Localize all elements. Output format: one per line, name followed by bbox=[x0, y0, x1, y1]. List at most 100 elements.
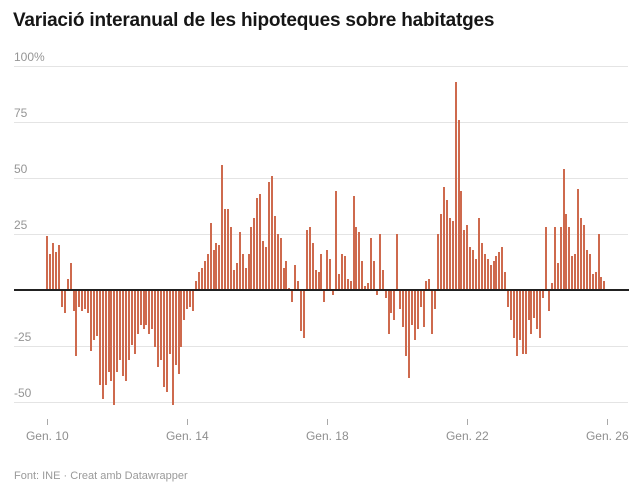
bar[interactable] bbox=[378, 234, 381, 290]
bar[interactable] bbox=[472, 249, 475, 290]
bar[interactable] bbox=[317, 272, 320, 290]
bar[interactable] bbox=[81, 291, 84, 312]
bar[interactable] bbox=[270, 175, 273, 290]
bar[interactable] bbox=[101, 291, 104, 399]
bar[interactable] bbox=[585, 249, 588, 290]
bar[interactable] bbox=[407, 291, 410, 379]
bar[interactable] bbox=[498, 251, 501, 290]
bar[interactable] bbox=[189, 291, 192, 307]
bar[interactable] bbox=[329, 258, 332, 290]
bar[interactable] bbox=[87, 291, 90, 314]
bar[interactable] bbox=[568, 227, 571, 290]
bar[interactable] bbox=[381, 269, 384, 290]
bar[interactable] bbox=[162, 291, 165, 388]
bar[interactable] bbox=[49, 254, 52, 290]
bar[interactable] bbox=[203, 260, 206, 290]
bar[interactable] bbox=[116, 291, 119, 372]
bar[interactable] bbox=[60, 291, 63, 307]
bar[interactable] bbox=[372, 260, 375, 290]
bar[interactable] bbox=[501, 247, 504, 290]
bar[interactable] bbox=[142, 291, 145, 330]
bar[interactable] bbox=[483, 254, 486, 290]
bar[interactable] bbox=[340, 254, 343, 290]
bar[interactable] bbox=[300, 291, 303, 332]
bar[interactable] bbox=[66, 278, 69, 290]
bar[interactable] bbox=[262, 240, 265, 290]
bar[interactable] bbox=[574, 254, 577, 290]
bar[interactable] bbox=[95, 291, 98, 336]
bar[interactable] bbox=[136, 291, 139, 334]
bar[interactable] bbox=[553, 227, 556, 290]
bar[interactable] bbox=[477, 218, 480, 290]
bar[interactable] bbox=[267, 182, 270, 290]
bar[interactable] bbox=[416, 291, 419, 330]
bar[interactable] bbox=[361, 260, 364, 290]
bar[interactable] bbox=[320, 254, 323, 290]
bar[interactable] bbox=[349, 281, 352, 290]
bar[interactable] bbox=[384, 291, 387, 298]
bar[interactable] bbox=[536, 291, 539, 330]
bar[interactable] bbox=[326, 249, 329, 290]
bar[interactable] bbox=[521, 291, 524, 354]
bar[interactable] bbox=[375, 291, 378, 296]
bar[interactable] bbox=[580, 218, 583, 290]
bar[interactable] bbox=[90, 291, 93, 352]
bar[interactable] bbox=[224, 209, 227, 290]
bar[interactable] bbox=[434, 291, 437, 309]
bar[interactable] bbox=[308, 227, 311, 290]
bar[interactable] bbox=[78, 291, 81, 307]
bar[interactable] bbox=[139, 291, 142, 325]
bar[interactable] bbox=[221, 164, 224, 290]
bar[interactable] bbox=[451, 220, 454, 290]
bar[interactable] bbox=[122, 291, 125, 377]
bar[interactable] bbox=[209, 222, 212, 290]
bar[interactable] bbox=[442, 186, 445, 290]
bar[interactable] bbox=[565, 213, 568, 290]
bar[interactable] bbox=[104, 291, 107, 386]
bar[interactable] bbox=[297, 281, 300, 290]
bar[interactable] bbox=[515, 291, 518, 356]
bar[interactable] bbox=[393, 291, 396, 321]
bar[interactable] bbox=[291, 291, 294, 303]
bar[interactable] bbox=[405, 291, 408, 356]
bar[interactable] bbox=[547, 291, 550, 312]
bar[interactable] bbox=[545, 227, 548, 290]
bar[interactable] bbox=[603, 281, 606, 290]
bar[interactable] bbox=[457, 119, 460, 290]
bar[interactable] bbox=[337, 274, 340, 290]
bar[interactable] bbox=[157, 291, 160, 368]
bar[interactable] bbox=[440, 213, 443, 290]
bar[interactable] bbox=[463, 229, 466, 290]
bar[interactable] bbox=[63, 291, 66, 314]
bar[interactable] bbox=[52, 242, 55, 290]
bar[interactable] bbox=[475, 258, 478, 290]
bar[interactable] bbox=[454, 81, 457, 290]
bar[interactable] bbox=[364, 285, 367, 290]
bar[interactable] bbox=[542, 291, 545, 298]
bar[interactable] bbox=[253, 218, 256, 290]
bar[interactable] bbox=[524, 291, 527, 354]
bar[interactable] bbox=[314, 269, 317, 290]
bar[interactable] bbox=[46, 236, 49, 290]
bar[interactable] bbox=[151, 291, 154, 330]
bar[interactable] bbox=[168, 291, 171, 354]
bar[interactable] bbox=[507, 291, 510, 307]
bar[interactable] bbox=[346, 278, 349, 290]
bar[interactable] bbox=[171, 291, 174, 406]
bar[interactable] bbox=[437, 234, 440, 290]
bar[interactable] bbox=[466, 225, 469, 290]
bar[interactable] bbox=[230, 227, 233, 290]
bar[interactable] bbox=[559, 227, 562, 290]
bar[interactable] bbox=[550, 283, 553, 290]
bar[interactable] bbox=[160, 291, 163, 361]
bar[interactable] bbox=[265, 247, 268, 290]
bar[interactable] bbox=[113, 291, 116, 406]
bar[interactable] bbox=[539, 291, 542, 339]
bar[interactable] bbox=[448, 218, 451, 290]
bar[interactable] bbox=[367, 283, 370, 290]
bar[interactable] bbox=[130, 291, 133, 345]
bar[interactable] bbox=[533, 291, 536, 318]
bar[interactable] bbox=[148, 291, 151, 334]
bar[interactable] bbox=[480, 242, 483, 290]
bar[interactable] bbox=[133, 291, 136, 354]
